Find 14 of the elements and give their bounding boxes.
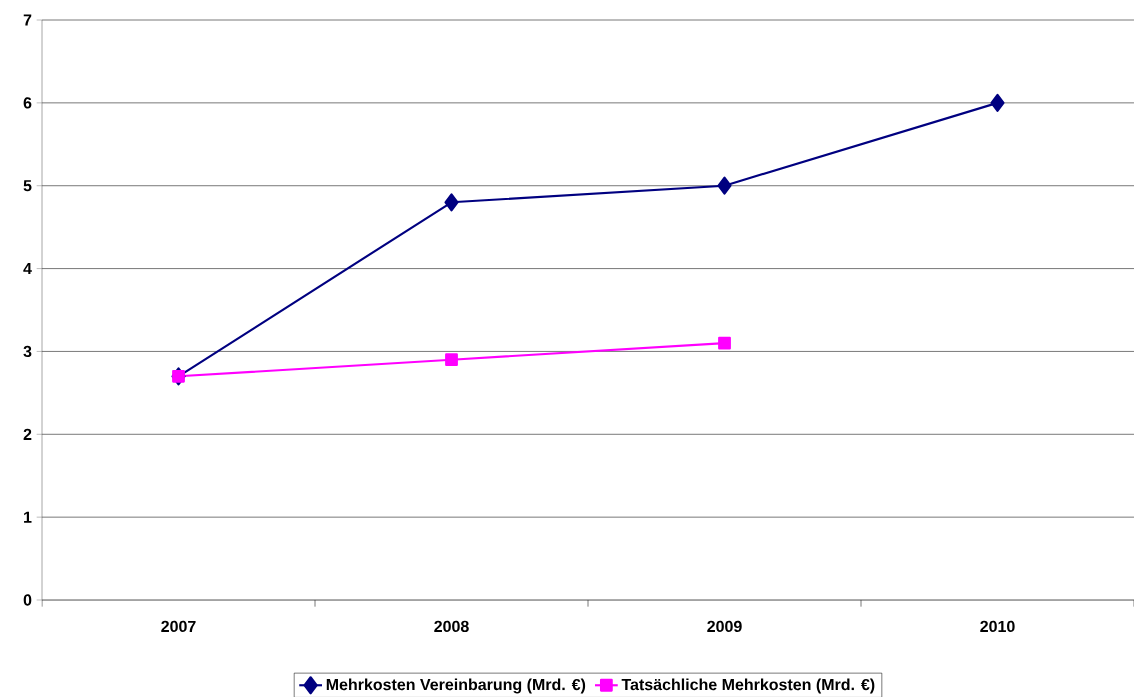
y-tick-label: 4: [23, 263, 32, 275]
x-tick-label: 2010: [980, 620, 1015, 633]
legend-label: Mehrkosten Vereinbarung (Mrd. €): [326, 678, 586, 694]
y-tick-label: 1: [24, 511, 32, 523]
y-tick-label: 2: [23, 428, 32, 440]
x-tick-label: 2007: [161, 620, 196, 633]
y-tick-label: 7: [23, 14, 32, 26]
y-tick-label: 5: [23, 180, 32, 192]
legend-label: Tatsächliche Mehrkosten (Mrd. €): [621, 678, 875, 694]
y-tick-label: 6: [23, 97, 32, 109]
y-tick-label: 3: [23, 345, 32, 358]
y-tick-label: 0: [23, 594, 32, 606]
x-tick-label: 2008: [434, 620, 469, 633]
x-tick-label: 2009: [707, 620, 742, 633]
